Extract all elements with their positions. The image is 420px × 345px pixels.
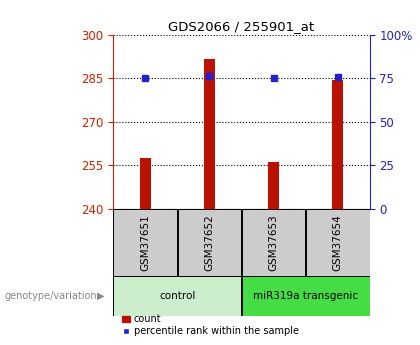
Bar [113, 276, 241, 316]
Bar [332, 79, 343, 209]
Bar [178, 209, 242, 276]
Bar [241, 209, 305, 276]
Text: genotype/variation: genotype/variation [4, 291, 97, 301]
Bar [306, 209, 370, 276]
Text: GSM37652: GSM37652 [205, 214, 215, 271]
Title: GDS2066 / 255901_at: GDS2066 / 255901_at [168, 20, 315, 33]
Bar [241, 276, 370, 316]
Bar [140, 158, 151, 209]
Text: GSM37653: GSM37653 [268, 214, 278, 271]
Text: control: control [159, 291, 196, 301]
Text: GSM37654: GSM37654 [333, 214, 343, 271]
Text: GSM37651: GSM37651 [140, 214, 150, 271]
Bar [268, 162, 279, 209]
Bar [204, 59, 215, 209]
Text: miR319a transgenic: miR319a transgenic [253, 291, 358, 301]
Text: ▶: ▶ [97, 291, 105, 301]
Legend: count, percentile rank within the sample: count, percentile rank within the sample [118, 310, 303, 340]
Bar [113, 209, 177, 276]
